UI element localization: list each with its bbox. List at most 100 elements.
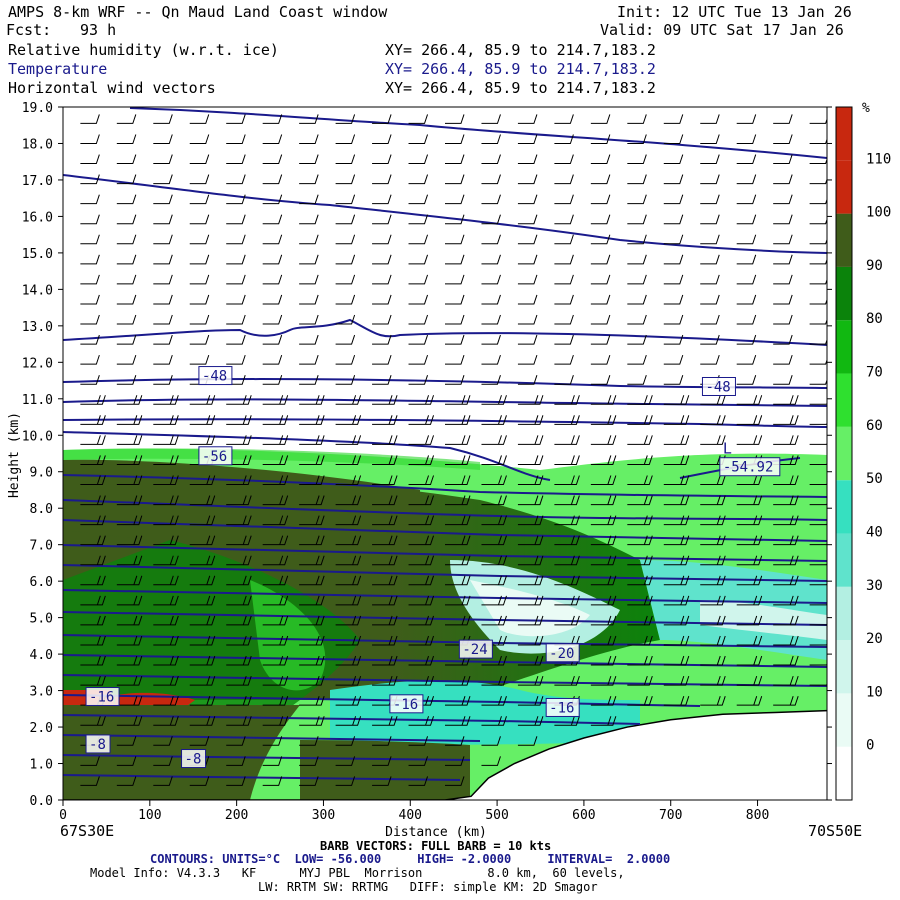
wind-barb [408, 495, 435, 506]
wind-barb [809, 664, 827, 666]
wind-barb [517, 134, 538, 144]
wind-barb-feather [716, 455, 721, 465]
wind-barb [554, 455, 580, 465]
wind-barb [153, 455, 179, 465]
wind-barb [663, 696, 690, 706]
wind-barb-feather [96, 435, 101, 445]
wind-barb [226, 415, 252, 425]
wind-barb [517, 114, 538, 124]
wind-barb-feather [570, 675, 575, 686]
contour-label: -24 [462, 642, 487, 658]
wind-barb [116, 696, 143, 706]
contour-label: -16 [549, 700, 574, 716]
wind-barb [408, 515, 435, 526]
wind-barb [226, 675, 252, 686]
wind-barb [445, 234, 465, 245]
forecast-label: Fcst: [6, 21, 52, 39]
wind-barb [262, 455, 289, 465]
wind-barb [590, 415, 617, 425]
wind-barb [153, 555, 179, 566]
wind-barb [627, 274, 647, 285]
y-tick-label: 0.0 [30, 794, 53, 809]
wind-barb-feather [534, 716, 539, 726]
wind-barb [627, 455, 653, 465]
wind-barb [299, 114, 319, 124]
wind-barb [116, 354, 137, 365]
wind-barb [517, 214, 538, 225]
wind-barb-feather [716, 635, 721, 646]
wind-barb-feather [607, 655, 612, 666]
wind-barb [116, 495, 143, 506]
wind-barb [299, 515, 325, 526]
wind-barb [226, 696, 252, 706]
wind-barb [335, 575, 362, 586]
wind-barb [517, 595, 544, 606]
wind-barb [226, 716, 252, 726]
wind-barb-feather [425, 435, 430, 445]
wind-barb-feather [315, 595, 320, 606]
wind-barb-feather [315, 455, 320, 465]
wind-barb [189, 314, 210, 325]
wind-barb [627, 114, 647, 124]
colorbar-segment [836, 480, 852, 534]
wind-barb [116, 595, 143, 606]
wind-barb [80, 756, 100, 766]
contour-label: -8 [185, 752, 202, 768]
wind-barb-feather [242, 495, 247, 505]
wind-barb [335, 756, 356, 766]
wind-barb-feather [315, 535, 320, 545]
wind-barb-feather [643, 435, 648, 445]
wind-barb [153, 154, 173, 165]
wind-barb [80, 495, 106, 506]
y-tick-label: 1.0 [30, 758, 53, 773]
wind-barb-feather [497, 696, 502, 706]
wind-barb [809, 197, 827, 205]
wind-barb [226, 595, 252, 606]
wind-barb [736, 234, 757, 245]
wind-barb [517, 696, 544, 706]
wind-barb [590, 134, 611, 144]
wind-barb-feather [497, 475, 502, 485]
wind-barb [736, 435, 763, 445]
wind-barb [262, 154, 283, 165]
wind-barb-feather [352, 716, 357, 726]
wind-barb-feather [643, 395, 648, 405]
wind-barb [736, 415, 763, 425]
wind-barb-feather [315, 435, 320, 445]
wind-barb-feather [352, 535, 357, 545]
wind-barb [408, 716, 435, 726]
wind-barb-feather [753, 435, 758, 445]
wind-barb-feather [388, 435, 393, 445]
wind-barb [189, 736, 210, 746]
wind-barb [153, 595, 179, 606]
wind-barb-feather [352, 555, 357, 565]
wind-barb-feather [388, 675, 393, 686]
wind-barb-feather [534, 515, 539, 525]
wind-barb [554, 495, 580, 506]
wind-barb [700, 254, 720, 265]
wind-barb-feather [169, 555, 174, 565]
wind-barb [736, 575, 763, 586]
wind-barb [481, 194, 501, 205]
x-tick-label: 200 [225, 808, 248, 823]
wind-barb [372, 395, 398, 405]
wind-barb [262, 375, 283, 385]
wind-barb-feather [96, 575, 101, 585]
wind-barb-feather [716, 615, 721, 626]
wind-barb [809, 177, 827, 185]
wind-barb [153, 415, 179, 425]
x-axis: 0 100 200 300 400 500 600 700 800 [59, 800, 769, 823]
wind-barb [80, 575, 106, 586]
wind-barb-feather [534, 395, 539, 405]
y-tick-label: 16.0 [22, 210, 53, 225]
wind-barb [408, 455, 435, 465]
wind-barb [773, 254, 793, 265]
wind-barb [627, 174, 647, 185]
wind-barb [517, 375, 538, 385]
wind-barb [809, 338, 827, 345]
wind-barb [590, 595, 617, 606]
wind-barb-feather [461, 675, 466, 686]
wind-barb [445, 535, 471, 546]
wind-barb-feather [315, 475, 320, 485]
wind-barb [590, 314, 611, 325]
